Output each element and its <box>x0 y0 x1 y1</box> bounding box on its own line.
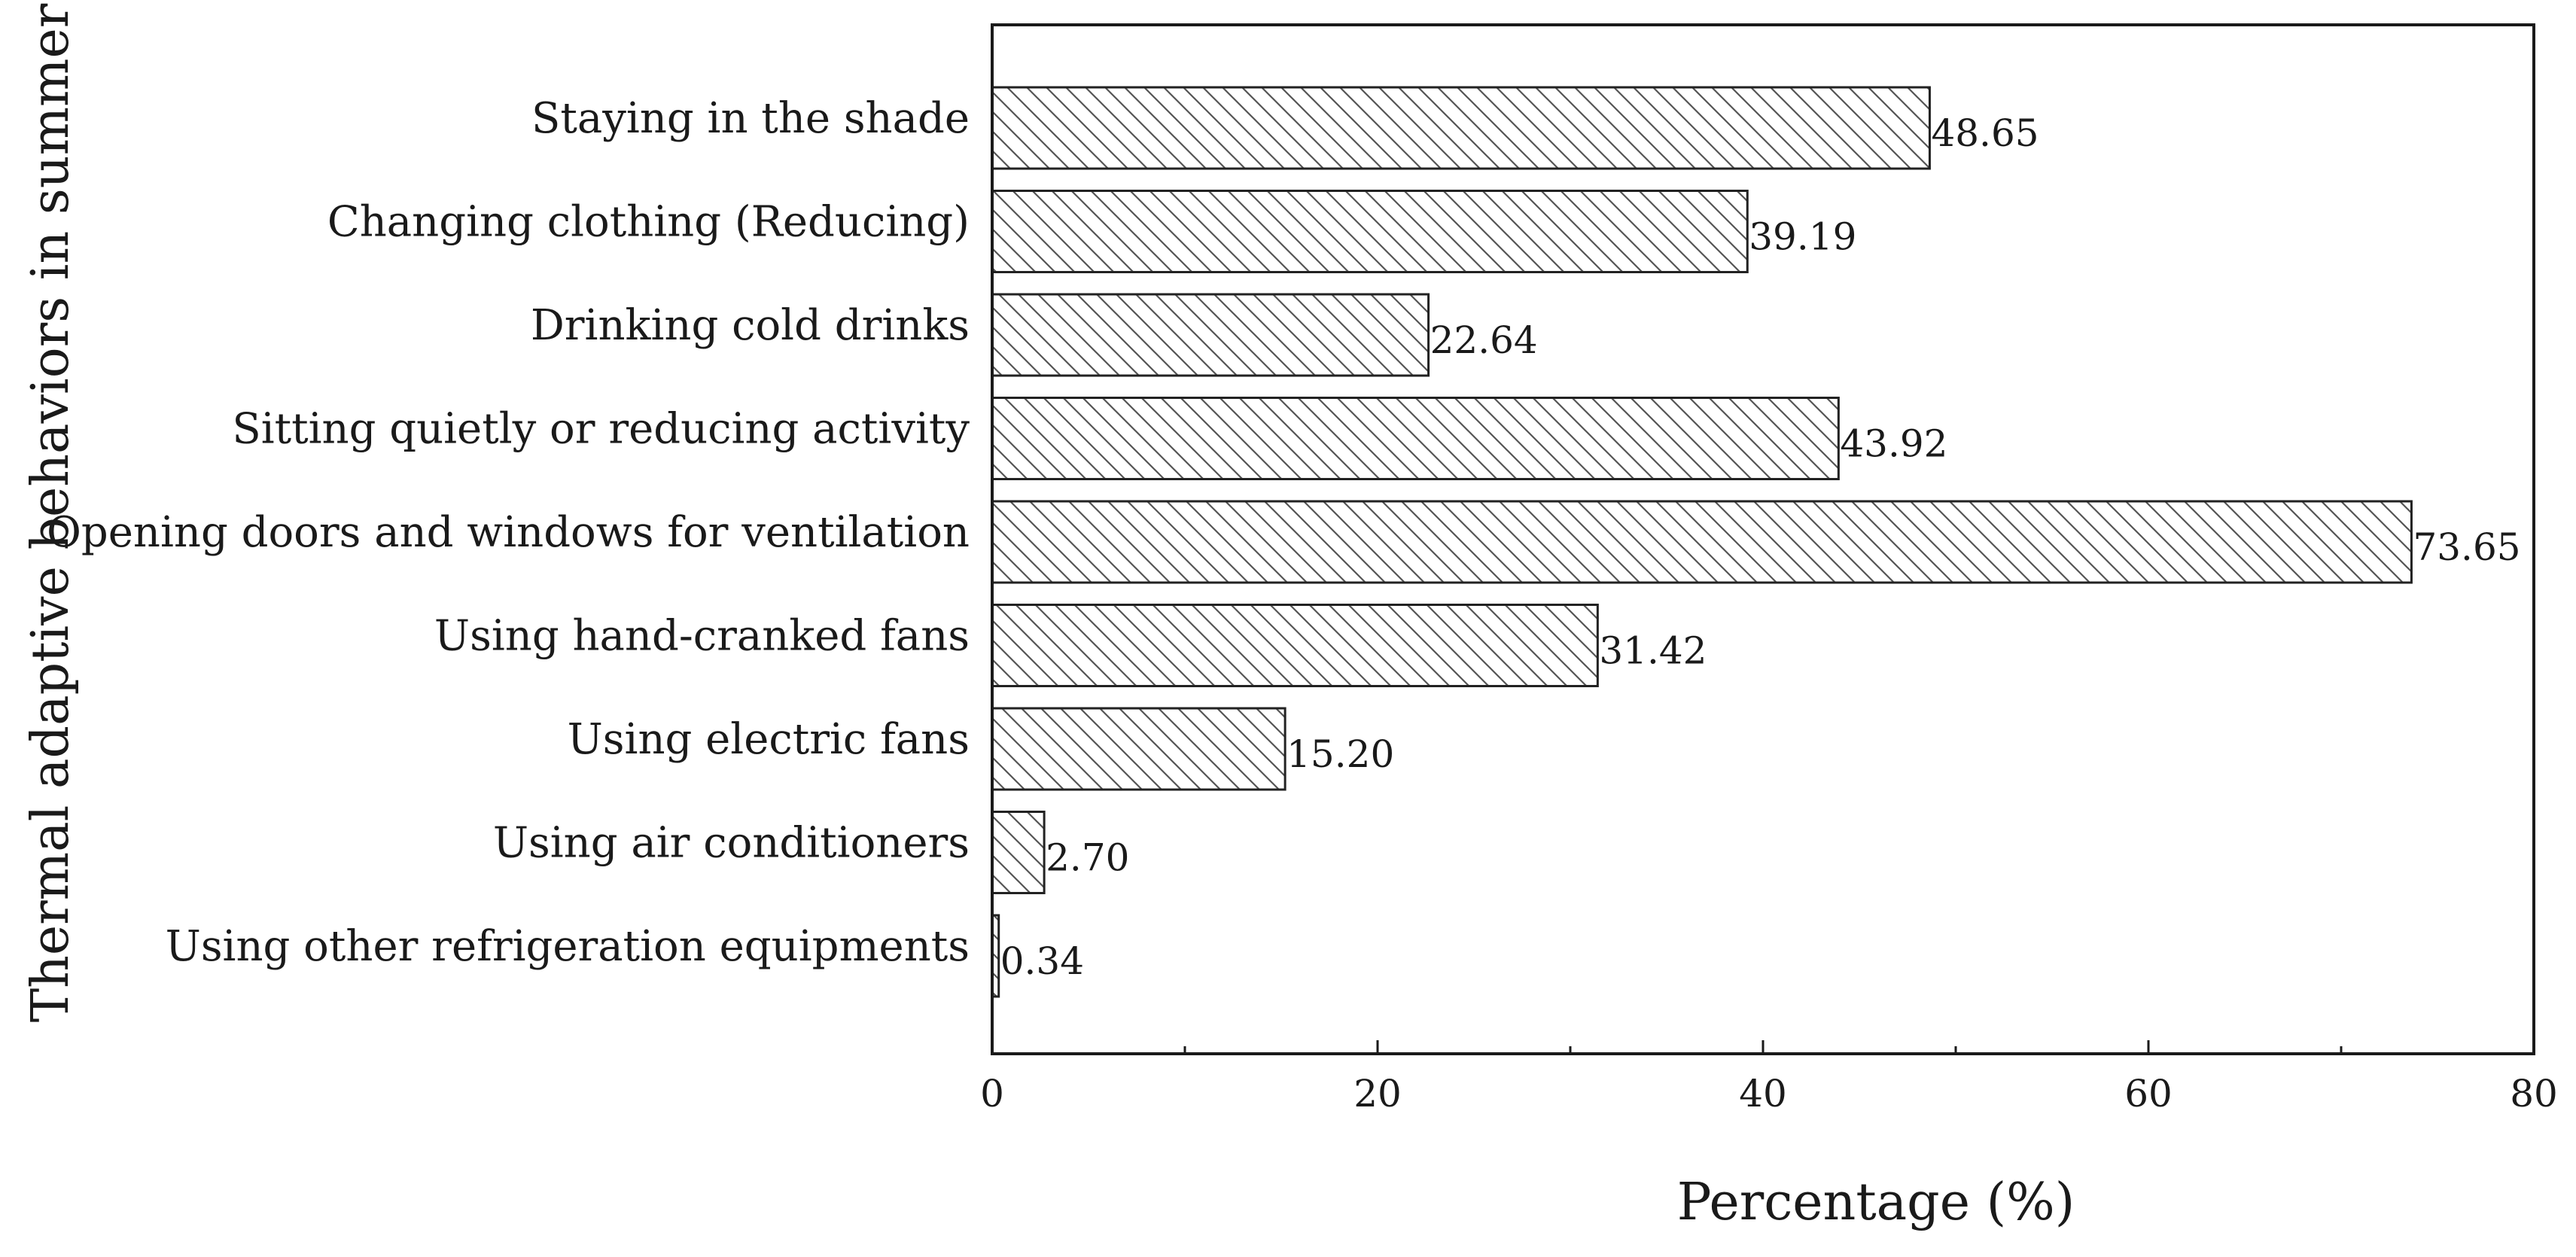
value-label: 15.20 <box>1286 732 1394 776</box>
category-label: Using electric fans <box>568 715 970 764</box>
value-label: 2.70 <box>1046 836 1129 880</box>
bar <box>991 190 1749 273</box>
bar <box>991 604 1599 687</box>
x-axis-ticks: 0 20 40 60 80 <box>980 1040 2558 1115</box>
plot-frame <box>991 23 2535 1055</box>
bars-layer <box>991 86 2413 998</box>
value-label: 31.42 <box>1599 629 1707 673</box>
category-label: Using air conditioners <box>493 819 970 868</box>
category-label: Using other refrigeration equipments <box>166 922 970 971</box>
bar <box>991 811 1046 894</box>
x-tick-label: 20 <box>1353 1072 1402 1115</box>
category-labels-layer: Staying in the shade Changing clothing (R… <box>47 94 970 971</box>
category-label: Using hand-cranked fans <box>434 612 970 661</box>
bar <box>991 707 1286 791</box>
bar <box>991 397 1840 480</box>
category-label: Sitting quietly or reducing activity <box>232 405 970 454</box>
value-labels-layer: 48.65 39.19 22.64 43.92 73.65 31.42 15.20 2.70 0… <box>1000 111 2521 983</box>
value-label: 0.34 <box>1000 939 1084 983</box>
x-tick-label: 60 <box>2124 1072 2173 1115</box>
value-label: 73.65 <box>2413 525 2520 569</box>
x-tick-label: 0 <box>980 1072 1004 1115</box>
x-axis-title: Percentage (%) <box>1677 1173 2075 1232</box>
category-label: Changing clothing (Reducing) <box>327 198 970 247</box>
x-tick-label: 80 <box>2510 1072 2558 1115</box>
bar <box>991 500 2413 584</box>
category-label: Opening doors and windows for ventilatio… <box>47 508 970 557</box>
y-axis-title: Thermal adaptive behaviors in summer <box>21 3 81 1022</box>
value-label: 22.64 <box>1430 318 1538 362</box>
bar <box>991 86 1931 170</box>
x-tick-label: 40 <box>1739 1072 1787 1115</box>
value-label: 39.19 <box>1749 215 1856 259</box>
category-label: Staying in the shade <box>531 94 970 143</box>
value-label: 43.92 <box>1840 422 1947 466</box>
value-label: 48.65 <box>1931 111 2039 155</box>
category-label: Drinking cold drinks <box>531 301 970 350</box>
bar <box>991 293 1430 377</box>
